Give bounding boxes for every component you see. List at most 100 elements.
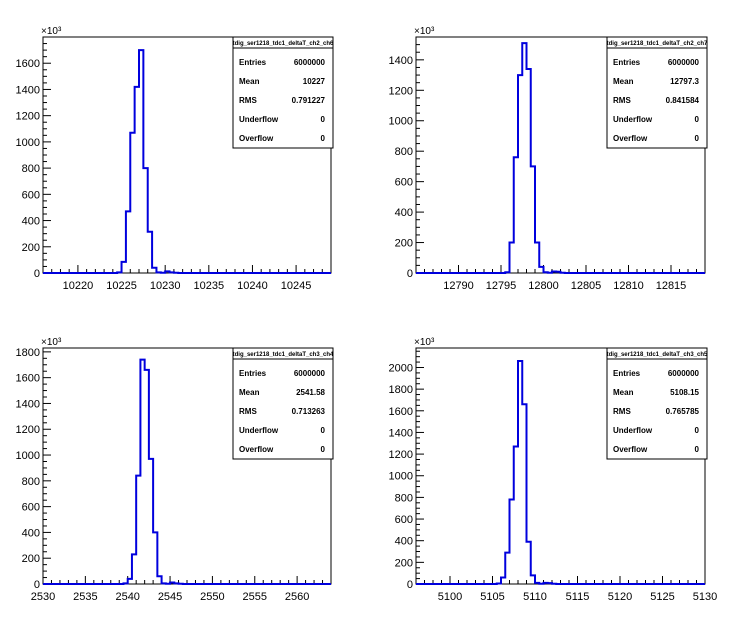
- y-tick-label: 1400: [389, 55, 413, 67]
- histogram-outline: [416, 42, 705, 274]
- y-tick-label: 1200: [389, 449, 413, 461]
- x-tick-label: 5115: [566, 591, 590, 603]
- x-tick-label: 5105: [480, 591, 504, 603]
- stats-label: Mean: [613, 388, 634, 397]
- stats-label: Underflow: [613, 426, 653, 435]
- stats-value: 6000000: [668, 58, 700, 67]
- y-tick-label: 400: [22, 216, 40, 228]
- y-tick-label: 400: [395, 536, 413, 548]
- stats-value: 0: [321, 426, 326, 435]
- y-exponent-label: ×10³: [414, 26, 435, 37]
- y-tick-label: 0: [34, 579, 40, 591]
- y-tick-label: 800: [22, 163, 40, 175]
- y-tick-label: 1600: [16, 58, 40, 70]
- stats-label: Underflow: [239, 115, 279, 124]
- y-tick-label: 1600: [16, 373, 40, 385]
- stats-box: [232, 36, 334, 149]
- stats-label: Entries: [613, 369, 641, 378]
- stats-value: 0.841584: [666, 96, 700, 105]
- stats-value: 0: [695, 445, 700, 454]
- x-tick-label: 12790: [443, 280, 474, 292]
- histogram-panel-4: 5100 5105 5110 5115 5120 5125 5130 0 200 400 600 80…: [389, 337, 718, 603]
- stats-label: Entries: [613, 58, 641, 67]
- stats-value: 0: [695, 426, 700, 435]
- x-tick-label: 10235: [194, 280, 225, 292]
- y-tick-label: 1200: [389, 85, 413, 97]
- x-tick-label: 12795: [486, 280, 517, 292]
- stats-label: Underflow: [239, 426, 279, 435]
- y-tick-label: 1200: [16, 424, 40, 436]
- y-tick-label: 0: [407, 268, 413, 280]
- y-tick-label: 0: [34, 268, 40, 280]
- x-tick-label: 10245: [281, 280, 312, 292]
- stats-value: 0.713263: [292, 407, 326, 416]
- stats-title: tdig_ser1218_tdc1_deltaT_ch3_ch5: [607, 352, 708, 358]
- y-tick-label: 600: [395, 177, 413, 189]
- x-tick-label: 12810: [613, 280, 644, 292]
- y-tick-label: 600: [22, 502, 40, 514]
- y-tick-label: 1400: [16, 398, 40, 410]
- stats-label: RMS: [239, 96, 257, 105]
- histogram-bin: [522, 43, 526, 273]
- x-tick-label: 12805: [571, 280, 602, 292]
- stats-title: tdig_ser1218_tdc1_deltaT_ch2_ch6: [233, 41, 334, 47]
- histogram-panel-3: 2530 2535 2540 2545 2550 2555 2560 0 200 400 600 80…: [16, 337, 335, 603]
- x-tick-label: 2560: [285, 591, 309, 603]
- stats-value: 0: [321, 445, 326, 454]
- x-tick-label: 10230: [150, 280, 181, 292]
- x-tick-label: 5110: [523, 591, 547, 603]
- y-exponent-label: ×10³: [414, 337, 435, 348]
- y-tick-label: 800: [395, 492, 413, 504]
- stats-value: 10227: [303, 77, 326, 86]
- y-tick-label: 1800: [16, 347, 40, 359]
- stats-label: RMS: [613, 96, 631, 105]
- stats-label: Entries: [239, 58, 267, 67]
- y-tick-label: 200: [395, 238, 413, 250]
- y-tick-label: 400: [395, 207, 413, 219]
- x-tick-label: 2555: [243, 591, 267, 603]
- stats-label: Entries: [239, 369, 267, 378]
- y-tick-label: 600: [395, 514, 413, 526]
- y-tick-label: 400: [22, 527, 40, 539]
- x-tick-label: 12800: [528, 280, 559, 292]
- stats-box: [606, 347, 708, 460]
- stats-label: Mean: [239, 388, 260, 397]
- x-tick-label: 5120: [608, 591, 632, 603]
- y-tick-label: 1200: [16, 111, 40, 123]
- x-tick-label: 2550: [200, 591, 224, 603]
- stats-box: [232, 347, 334, 460]
- y-tick-label: 1000: [16, 450, 40, 462]
- y-tick-label: 1800: [389, 384, 413, 396]
- x-tick-label: 2540: [115, 591, 139, 603]
- y-tick-label: 1600: [389, 406, 413, 418]
- stats-label: RMS: [613, 407, 631, 416]
- stats-value: 0: [321, 115, 326, 124]
- stats-value: 2541.58: [296, 388, 325, 397]
- stats-value: 6000000: [294, 369, 326, 378]
- stats-value: 0: [695, 115, 700, 124]
- stats-value: 0: [321, 134, 326, 143]
- x-tick-label: 2530: [31, 591, 55, 603]
- stats-value: 5108.15: [670, 388, 699, 397]
- stats-label: Underflow: [613, 115, 653, 124]
- y-tick-label: 800: [22, 476, 40, 488]
- y-tick-label: 2000: [389, 362, 413, 374]
- stats-box: [606, 36, 708, 149]
- y-tick-label: 800: [395, 146, 413, 158]
- stats-title: tdig_ser1218_tdc1_deltaT_ch3_ch4: [233, 352, 334, 358]
- y-tick-label: 1000: [389, 471, 413, 483]
- x-tick-label: 2545: [158, 591, 182, 603]
- stats-label: RMS: [239, 407, 257, 416]
- y-exponent-label: ×10³: [41, 26, 62, 37]
- x-tick-label: 5125: [650, 591, 674, 603]
- stats-value: 0.765785: [666, 407, 700, 416]
- histogram-outline: [43, 358, 331, 585]
- y-tick-label: 1400: [16, 84, 40, 96]
- stats-value: 0.791227: [292, 96, 326, 105]
- stats-label: Overflow: [239, 134, 274, 143]
- histogram-panel-1: 10220 10225 10230 10235 10240 10245 0 200 400 600…: [16, 26, 335, 292]
- x-tick-label: 10240: [237, 280, 268, 292]
- histogram-panel-2: 12790 12795 12800 12805 12810 12815 0 200 400 600…: [389, 26, 709, 292]
- x-tick-label: 10220: [63, 280, 94, 292]
